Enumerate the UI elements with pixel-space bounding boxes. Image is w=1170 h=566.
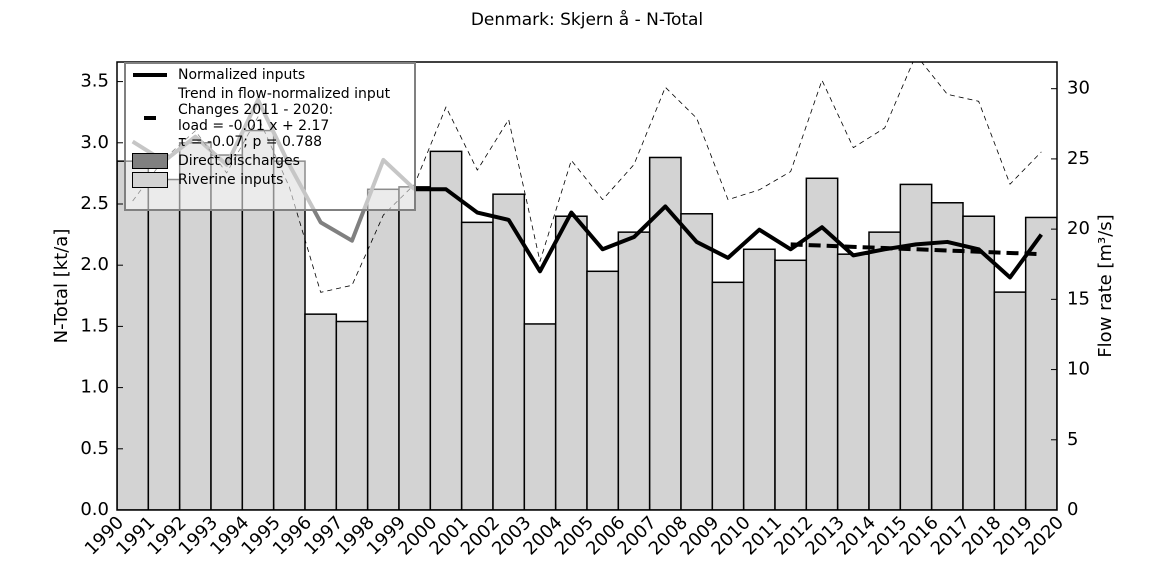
bar (586, 270, 620, 510)
y2-tick-label: 20 (1067, 218, 1090, 239)
bar (429, 150, 463, 510)
legend: Normalized inputs Trend in flow-normalize… (124, 62, 416, 211)
bar (147, 178, 181, 510)
legend-swatch (133, 73, 167, 77)
y-tick-label: 3.5 (80, 71, 109, 92)
legend-entry: Trend in flow-normalized input Changes 2… (132, 86, 408, 150)
bar (711, 281, 745, 510)
y-tick-label: 0.0 (80, 499, 109, 520)
bar (962, 215, 996, 510)
bar (617, 231, 651, 510)
bar (554, 215, 588, 510)
bar (680, 213, 714, 510)
y-tick-label: 1.5 (80, 315, 109, 336)
bar (868, 231, 902, 510)
legend-key (132, 153, 168, 169)
y2-tick-label: 25 (1067, 148, 1090, 169)
bar (366, 188, 400, 510)
bar (492, 193, 526, 510)
bar (117, 160, 150, 510)
bar (774, 259, 808, 510)
bar (398, 186, 432, 510)
legend-label: Normalized inputs (178, 67, 306, 83)
bar (523, 323, 557, 510)
line (414, 187, 1043, 280)
y2-tick-label: 30 (1067, 78, 1090, 99)
y-axis-label: N-Total [kt/a] (51, 229, 72, 344)
bar (742, 248, 776, 510)
y-tick-label: 0.5 (80, 438, 109, 459)
bar (335, 320, 369, 510)
line (790, 242, 1042, 257)
bar (648, 156, 682, 510)
chart-title: Denmark: Skjern å - N-Total (471, 9, 703, 30)
y2-tick-label: 5 (1067, 429, 1078, 450)
y-tick-label: 3.0 (80, 132, 109, 153)
legend-key (132, 116, 168, 120)
y-tick-label: 2.0 (80, 254, 109, 275)
legend-entry: Riverine inputs (132, 172, 408, 188)
legend-label: Trend in flow-normalized input Changes 2… (178, 86, 391, 150)
y-tick-label: 2.5 (80, 193, 109, 214)
y2-axis-label: Flow rate [m³/s] (1095, 214, 1116, 357)
bar (304, 313, 338, 510)
legend-label: Riverine inputs (178, 172, 284, 188)
bar (899, 183, 933, 510)
bar (993, 291, 1027, 510)
bar (836, 253, 870, 510)
y-tick-label: 1.0 (80, 377, 109, 398)
y2-tick-label: 15 (1067, 288, 1090, 309)
legend-key (132, 172, 168, 188)
y2-tick-label: 10 (1067, 359, 1090, 380)
bar (1024, 216, 1057, 510)
bar (272, 160, 306, 510)
legend-swatch (132, 153, 168, 169)
legend-entry: Normalized inputs (132, 67, 408, 83)
bar (460, 221, 494, 510)
legend-entry: Direct discharges (132, 153, 408, 169)
legend-swatch (132, 172, 168, 188)
legend-swatch (144, 116, 156, 120)
legend-label: Direct discharges (178, 153, 300, 169)
legend-key (132, 73, 168, 77)
y2-tick-label: 0 (1067, 499, 1078, 520)
